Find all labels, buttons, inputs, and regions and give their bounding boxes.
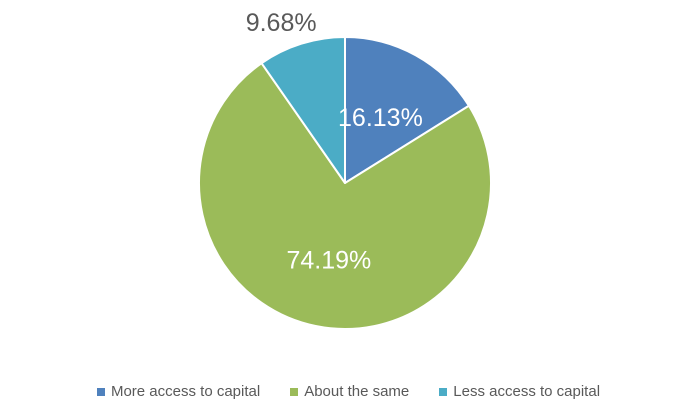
legend-label-more-access: More access to capital <box>110 383 261 400</box>
chart-legend: More access to capital About the same Le… <box>0 383 697 400</box>
legend-swatch-more-access <box>96 387 105 396</box>
data-label-more-access: 16.13% <box>338 104 423 132</box>
pie-slice-less-access <box>260 36 346 184</box>
legend-item-less-access: Less access to capital <box>439 383 600 400</box>
pie-slice-about-same <box>198 62 492 330</box>
legend-label-about-same: About the same <box>304 383 410 400</box>
pie-slice-more-access <box>344 36 470 184</box>
legend-swatch-less-access <box>439 387 448 396</box>
data-label-less-access: 9.68% <box>246 9 317 37</box>
legend-swatch-about-same <box>290 387 299 396</box>
data-label-about-same: 74.19% <box>286 246 371 274</box>
legend-item-about-same: About the same <box>290 383 409 400</box>
legend-item-more-access: More access to capital <box>96 383 261 400</box>
legend-label-less-access: Less access to capital <box>453 383 601 400</box>
